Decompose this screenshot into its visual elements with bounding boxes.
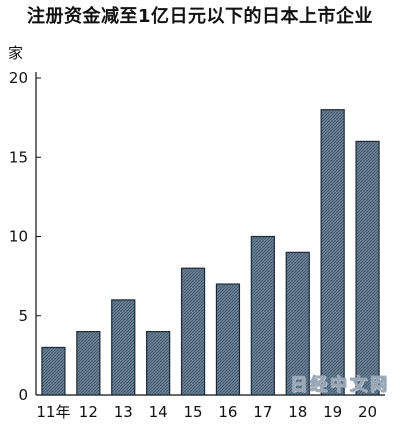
y-tick-label: 10: [9, 228, 28, 246]
x-tick-label: 20: [358, 403, 377, 421]
y-tick-label: 0: [18, 386, 28, 404]
x-tick-label: 18: [288, 403, 307, 421]
x-tick-label: 16: [218, 403, 237, 421]
bar: [320, 109, 345, 396]
bar: [215, 283, 241, 396]
bar: [146, 331, 171, 396]
y-tick-label: 15: [9, 148, 28, 166]
x-tick-label: 12: [79, 403, 98, 421]
bars: [41, 109, 380, 396]
bar: [250, 235, 275, 396]
bar: [41, 346, 66, 396]
x-tick-label: 17: [253, 403, 272, 421]
x-tick-label: 15: [184, 403, 203, 421]
y-tick-label: 5: [18, 307, 28, 325]
chart-title: 注册资金减至1亿日元以下的日本上市企业: [26, 6, 374, 27]
watermark-logo: 日经中文网: [290, 375, 390, 396]
y-tick-labels: 0 5 10 15 20: [9, 69, 28, 404]
y-tick-label: 20: [9, 69, 28, 87]
bar: [355, 140, 380, 396]
x-tick-label: 13: [114, 403, 133, 421]
x-tick-label: 14: [149, 403, 168, 421]
bar: [76, 331, 101, 396]
y-axis-unit-label: 家: [8, 44, 24, 62]
x-tick-labels: 11年 12 13 14 15 16 17 18 19 20: [36, 403, 377, 421]
bar: [111, 299, 136, 396]
bar: [285, 251, 310, 396]
x-tick-label: 19: [323, 403, 342, 421]
bar: [180, 267, 206, 396]
x-tick-label: 11年: [36, 403, 70, 421]
